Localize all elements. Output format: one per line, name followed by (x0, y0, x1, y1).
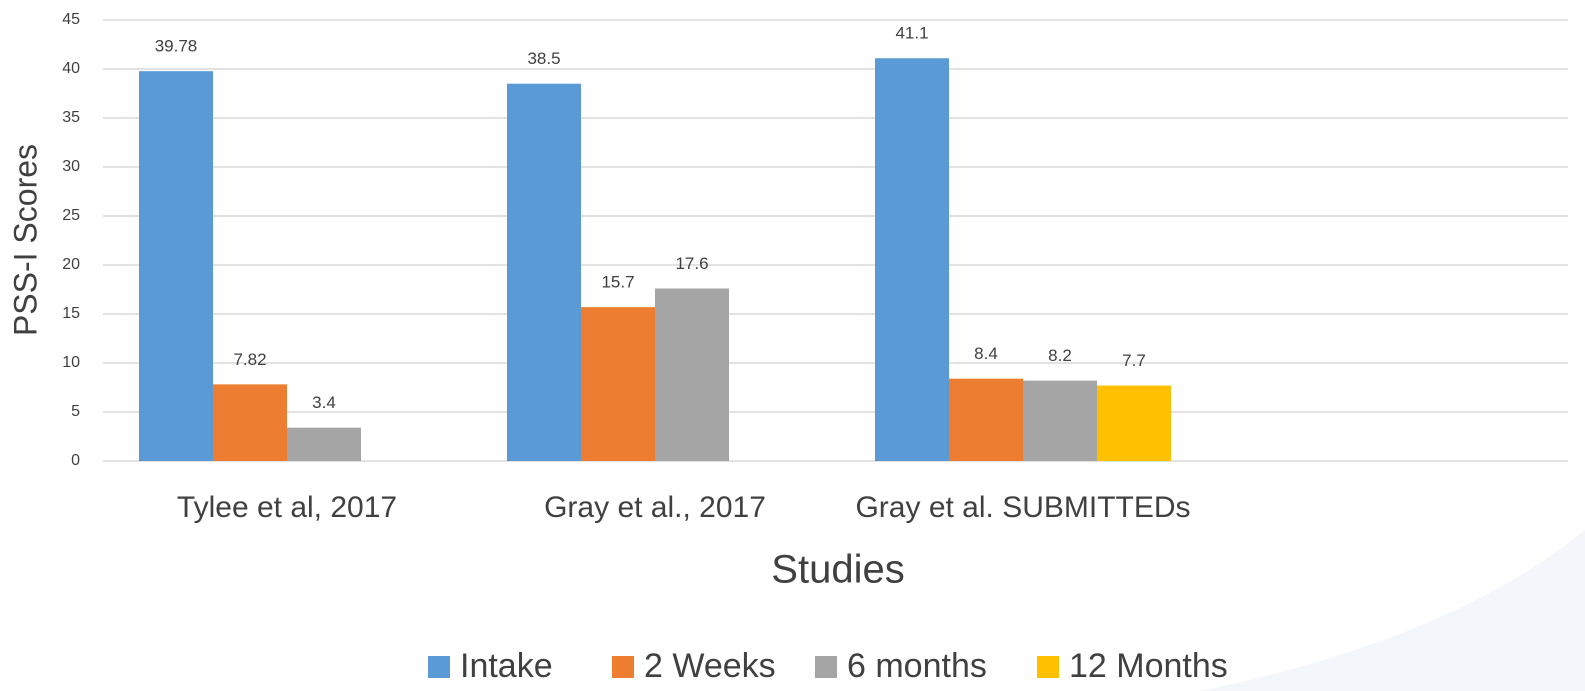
legend-swatch (1037, 656, 1059, 678)
value-label: 39.78 (155, 37, 198, 56)
legend-swatch (612, 656, 634, 678)
bar (1097, 385, 1171, 461)
value-label: 7.7 (1122, 351, 1146, 370)
legend-label: Intake (460, 647, 553, 685)
bar (139, 71, 213, 461)
y-tick-label: 15 (62, 305, 80, 322)
bar (655, 288, 729, 461)
legend-label: 12 Months (1069, 647, 1228, 685)
y-tick-label: 25 (62, 207, 80, 224)
x-tick-label: Tylee et al, 2017 (177, 491, 397, 524)
legend-swatch (815, 656, 837, 678)
bar (507, 83, 581, 461)
value-label: 41.1 (895, 24, 928, 43)
y-tick-label: 20 (62, 256, 80, 273)
x-axis-title: Studies (771, 548, 904, 592)
x-tick-label: Gray et al., 2017 (544, 491, 766, 524)
value-label: 17.6 (675, 254, 708, 273)
bar (581, 307, 655, 461)
y-tick-label: 30 (62, 158, 80, 175)
value-label: 15.7 (601, 273, 634, 292)
value-label: 8.4 (974, 344, 998, 363)
x-tick-label: Gray et al. SUBMITTEDs (855, 491, 1190, 524)
y-tick-label: 40 (62, 60, 80, 77)
legend-swatch (428, 656, 450, 678)
y-tick-label: 45 (62, 11, 80, 28)
y-axis-title: PSS-I Scores (7, 144, 43, 336)
bar (1023, 380, 1097, 461)
bar (213, 384, 287, 461)
bar (287, 427, 361, 461)
y-tick-label: 5 (71, 403, 80, 420)
y-tick-label: 10 (62, 354, 80, 371)
value-label: 3.4 (312, 393, 336, 412)
y-tick-label: 0 (71, 452, 80, 469)
value-label: 38.5 (527, 49, 560, 68)
background-swoosh (1200, 530, 1585, 691)
legend-label: 2 Weeks (644, 647, 776, 685)
value-label: 7.82 (233, 350, 266, 369)
value-label: 8.2 (1048, 346, 1072, 365)
bar (949, 378, 1023, 461)
legend-label: 6 months (847, 647, 987, 685)
y-tick-label: 35 (62, 109, 80, 126)
bar (875, 58, 949, 461)
